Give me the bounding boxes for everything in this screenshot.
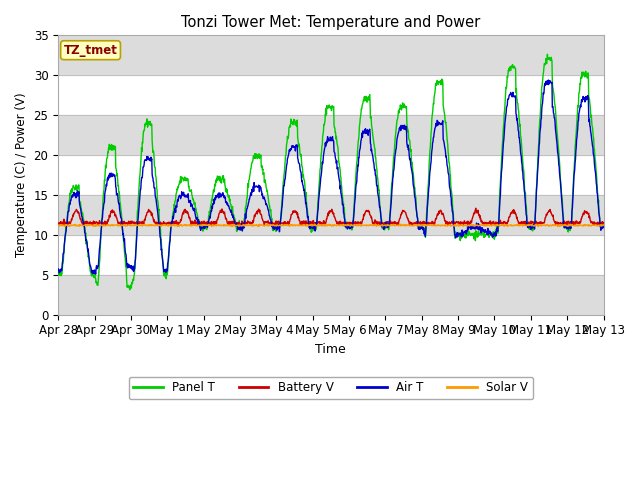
Bar xyxy=(58,195,604,235)
Legend: Panel T, Battery V, Air T, Solar V: Panel T, Battery V, Air T, Solar V xyxy=(129,376,533,399)
Y-axis label: Temperature (C) / Power (V): Temperature (C) / Power (V) xyxy=(15,93,28,257)
Title: Tonzi Tower Met: Temperature and Power: Tonzi Tower Met: Temperature and Power xyxy=(181,15,481,30)
X-axis label: Time: Time xyxy=(316,343,346,356)
Bar xyxy=(58,275,604,315)
Bar xyxy=(58,36,604,75)
Text: TZ_tmet: TZ_tmet xyxy=(63,44,118,57)
Bar xyxy=(58,115,604,155)
